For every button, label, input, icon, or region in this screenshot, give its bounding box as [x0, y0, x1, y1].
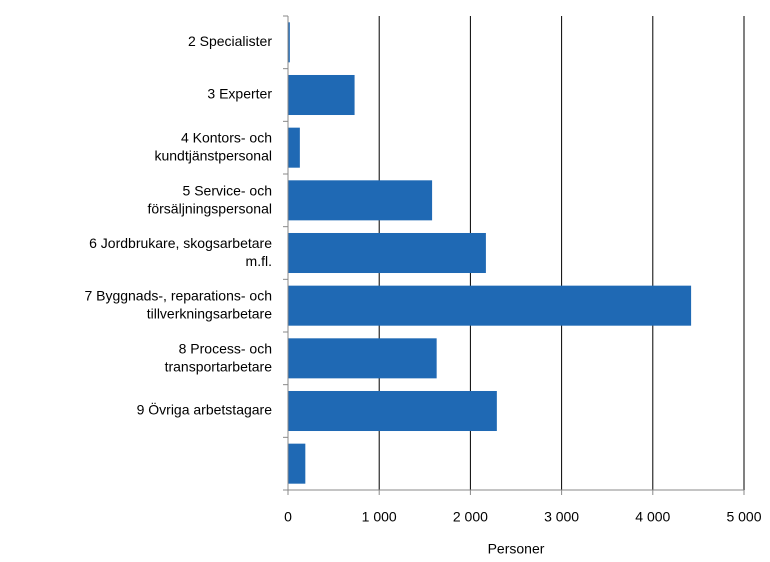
x-axis-label: Personer: [488, 541, 545, 557]
x-tick-label: 1 000: [362, 509, 397, 525]
bar: [288, 22, 290, 63]
x-tick-label: 5 000: [726, 509, 761, 525]
bar: [288, 443, 306, 484]
x-tick-label: 0: [284, 509, 292, 525]
bar: [288, 390, 497, 432]
x-tick-label: 4 000: [635, 509, 670, 525]
x-tick-label: 3 000: [544, 509, 579, 525]
bar: [288, 338, 437, 379]
bar: [288, 127, 300, 168]
bar: [288, 74, 355, 116]
bar: [288, 180, 433, 221]
y-tick-label: 9 Övriga arbetstagare: [137, 401, 273, 418]
y-tick-label: 4 Kontors- och kundtjänstpersonal: [154, 129, 272, 163]
y-tick-label: 3 Experter: [207, 86, 272, 102]
y-tick-label: 8 Process- och transportarbetare: [165, 340, 273, 374]
bar: [288, 232, 486, 274]
bar: [288, 285, 692, 326]
y-tick-label: 2 Specialister: [188, 33, 272, 49]
y-tick-label: 7 Byggnads-, reparations- och tillverknin…: [84, 287, 272, 321]
y-tick-label: 6 Jordbrukare, skogsarbetare m.fl.: [89, 235, 272, 269]
x-tick-label: 2 000: [453, 509, 488, 525]
y-tick-label: 5 Service- och försäljningspersonal: [147, 182, 272, 216]
